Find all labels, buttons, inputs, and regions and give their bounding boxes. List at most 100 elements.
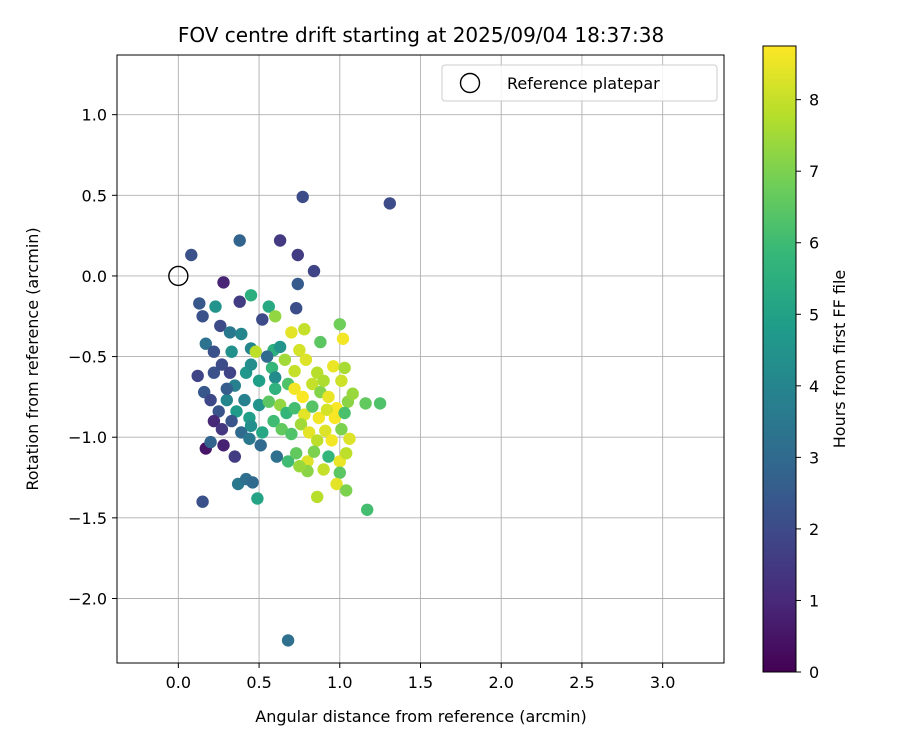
data-point — [269, 382, 282, 395]
data-point — [296, 190, 309, 204]
colorbar-tick-label: 5 — [809, 305, 819, 324]
data-point — [336, 332, 350, 345]
data-point — [217, 276, 230, 289]
data-point — [246, 476, 259, 489]
data-point — [312, 411, 325, 425]
data-point — [383, 197, 396, 210]
y-tick-label: 1.0 — [82, 106, 107, 125]
data-point — [311, 490, 324, 504]
data-point — [294, 418, 308, 431]
y-axis-ticks: 1.0 0.5 0.0 −0.5 −1.0 −1.5 −2.0 — [68, 106, 117, 608]
data-point — [302, 426, 316, 439]
colorbar-tick-label: 0 — [809, 663, 819, 682]
data-points — [185, 190, 396, 647]
x-tick-label: 1.5 — [408, 673, 433, 692]
data-point — [220, 382, 233, 395]
colorbar — [762, 45, 797, 673]
colorbar-tick-label: 7 — [809, 162, 819, 181]
data-point — [220, 393, 233, 407]
data-point — [196, 495, 209, 508]
data-point — [327, 360, 340, 373]
data-point — [361, 503, 374, 516]
data-point — [307, 445, 321, 458]
data-point — [340, 484, 353, 497]
data-point — [325, 434, 338, 447]
data-point — [333, 466, 346, 479]
data-point — [204, 435, 217, 449]
legend-marker-reference — [459, 72, 481, 94]
data-point — [306, 377, 319, 391]
data-point — [260, 350, 274, 363]
data-point — [230, 405, 243, 418]
data-point — [207, 414, 221, 428]
reference-marker-group — [168, 265, 189, 287]
legend-box — [441, 64, 718, 102]
data-point — [252, 374, 266, 387]
colorbar-tick-label: 4 — [809, 377, 819, 396]
data-point — [290, 302, 303, 315]
x-axis-label: Angular distance from reference (arcmin) — [255, 707, 586, 726]
data-point — [296, 390, 309, 404]
data-point — [251, 492, 264, 505]
data-point — [235, 327, 248, 341]
data-point — [207, 345, 221, 358]
data-point — [293, 343, 306, 357]
x-tick-label: 1.0 — [327, 673, 352, 692]
data-point — [209, 300, 222, 313]
data-point — [335, 374, 348, 387]
data-point — [254, 439, 267, 452]
data-point — [223, 326, 237, 339]
data-point — [359, 397, 372, 410]
data-point — [249, 345, 262, 358]
data-point — [335, 423, 348, 436]
data-point — [244, 419, 258, 433]
data-point — [270, 450, 283, 463]
data-point — [288, 402, 301, 415]
data-point — [256, 426, 269, 439]
data-point — [262, 395, 275, 408]
data-point — [214, 319, 227, 333]
data-point — [204, 393, 217, 407]
data-point — [207, 366, 221, 379]
data-point — [185, 248, 198, 262]
data-point — [238, 393, 251, 407]
x-tick-label: 2.5 — [569, 673, 594, 692]
x-tick-label: 0.0 — [166, 673, 191, 692]
data-point — [275, 423, 288, 436]
data-point — [196, 310, 209, 323]
data-point — [307, 264, 321, 278]
data-point — [373, 397, 387, 410]
data-point — [244, 289, 258, 302]
colorbar-tick-label: 8 — [809, 91, 819, 110]
data-point — [243, 432, 256, 445]
data-point — [281, 634, 295, 647]
x-tick-label: 2.0 — [488, 673, 513, 692]
colorbar-ticks: 0 1 2 3 4 5 6 7 8 — [796, 91, 819, 682]
data-point — [269, 371, 282, 384]
data-point — [267, 414, 280, 428]
data-point — [293, 460, 306, 473]
data-point — [290, 447, 303, 460]
data-point — [317, 463, 330, 476]
data-point — [317, 374, 330, 387]
data-point — [193, 297, 206, 310]
data-point — [346, 387, 359, 400]
data-point — [269, 310, 282, 323]
y-axis-label: Rotation from reference (arcmin) — [23, 227, 42, 490]
y-tick-label: −1.5 — [68, 509, 107, 528]
data-point — [298, 323, 311, 336]
data-point — [225, 345, 238, 358]
colorbar-tick-label: 6 — [809, 234, 819, 253]
data-point — [288, 364, 301, 378]
data-point — [333, 318, 346, 331]
data-point — [291, 277, 304, 291]
data-point — [228, 450, 241, 463]
data-point — [285, 427, 298, 441]
data-point — [299, 353, 313, 366]
data-point — [338, 361, 351, 375]
data-point — [311, 434, 324, 447]
data-point — [215, 358, 229, 371]
data-point — [343, 432, 356, 445]
